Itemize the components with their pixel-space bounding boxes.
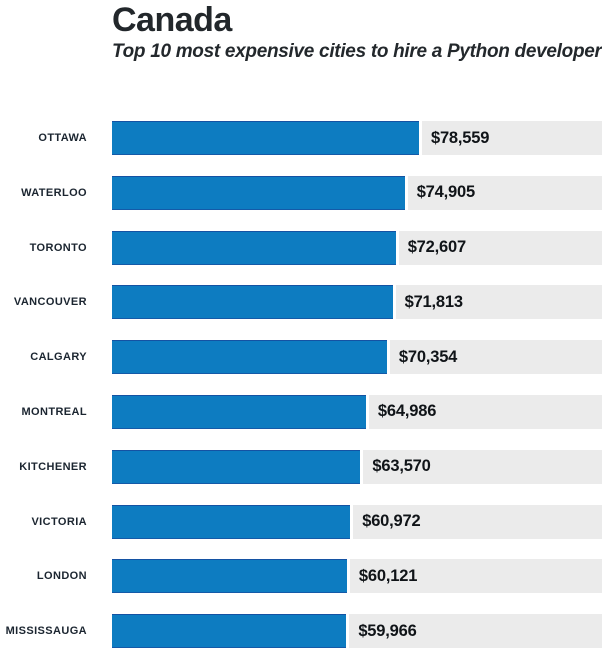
bar: [112, 504, 354, 539]
bar-track: $72,607: [112, 230, 602, 265]
chart-row: VICTORIA $60,972: [0, 504, 602, 539]
value-label: $59,966: [358, 621, 417, 640]
city-label: KITCHENER: [19, 460, 87, 473]
value-label: $78,559: [430, 128, 490, 147]
city-label: OTTAWA: [38, 132, 87, 144]
bar: [112, 230, 399, 265]
bar: [112, 614, 350, 649]
chart-row: MISSISSAUGA $59,966: [0, 614, 602, 649]
bar: [112, 175, 408, 210]
bar-track: $70,354: [112, 340, 602, 375]
value-label: $60,121: [358, 566, 418, 585]
value-label: $74,905: [416, 183, 475, 202]
bar-track: $74,905: [112, 175, 602, 210]
city-label: VICTORIA: [31, 515, 87, 528]
chart-row: TORONTO $72,607: [0, 230, 602, 265]
bar-track: $63,570: [112, 449, 602, 484]
city-label: LONDON: [36, 570, 87, 583]
bar: [112, 449, 364, 484]
bar-track: $64,986: [112, 394, 602, 429]
chart-subtitle: Top 10 most expensive cities to hire a P…: [112, 40, 602, 62]
value-label: $64,986: [377, 402, 437, 421]
value-label: $70,354: [398, 347, 458, 366]
value-label: $72,607: [407, 238, 466, 257]
value-label: $71,813: [404, 292, 463, 311]
bar: [112, 394, 369, 429]
city-label: MISSISSAUGA: [5, 625, 87, 638]
bar: [112, 340, 390, 375]
city-label: CALGARY: [30, 351, 87, 364]
chart-title: Canada: [112, 1, 232, 39]
chart-row: KITCHENER $63,570: [0, 449, 602, 484]
bar-track: $59,966: [112, 614, 602, 649]
city-label: TORONTO: [29, 241, 87, 254]
city-label: MONTREAL: [21, 405, 87, 418]
chart-row: WATERLOO $74,905: [0, 175, 602, 210]
chart-row: OTTAWA $78,559: [0, 121, 602, 155]
bar-chart: OTTAWA $78,559 WATERLOO $74,905 TORONTO $72,6…: [0, 121, 602, 669]
chart-header: Canada Top 10 most expensive cities to h…: [112, 2, 602, 63]
bar-track: $60,121: [112, 559, 602, 594]
bar: [112, 121, 422, 155]
bar-track: $71,813: [112, 285, 602, 320]
bar: [112, 285, 396, 320]
bar-track: $78,559: [112, 121, 602, 155]
bar-track: $60,972: [112, 504, 602, 539]
chart-row: MONTREAL $64,986: [0, 394, 602, 429]
bar: [112, 559, 350, 594]
value-label: $60,972: [362, 512, 421, 531]
city-label: VANCOUVER: [13, 296, 87, 309]
city-label: WATERLOO: [21, 186, 87, 199]
chart-row: VANCOUVER $71,813: [0, 285, 602, 320]
value-label: $63,570: [372, 457, 431, 476]
chart-row: CALGARY $70,354: [0, 340, 602, 375]
chart-row: LONDON $60,121: [0, 559, 602, 594]
